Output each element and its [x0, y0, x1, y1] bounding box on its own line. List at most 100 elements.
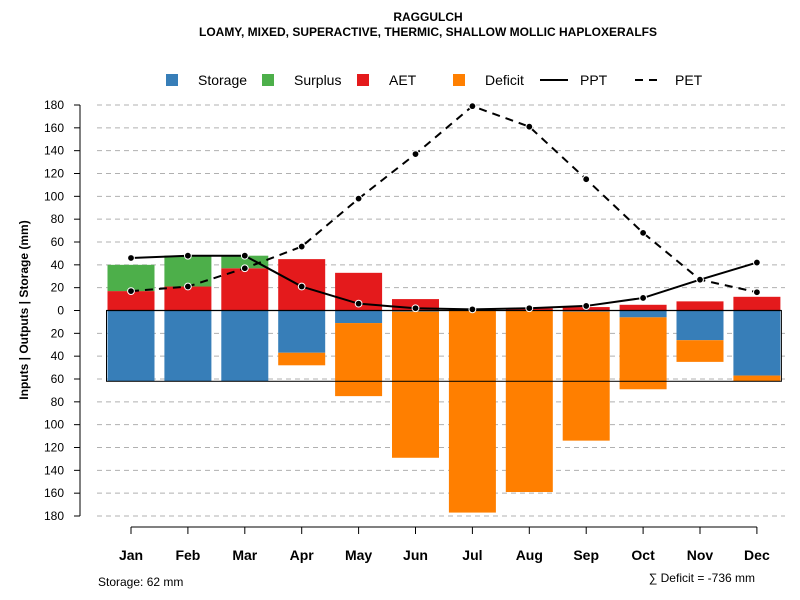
pet-point — [753, 288, 761, 297]
legend-label: Surplus — [294, 72, 341, 88]
ppt-point — [240, 251, 249, 260]
deficit-bar — [733, 375, 781, 382]
deficit-bar — [278, 352, 326, 366]
ppt-point — [696, 275, 704, 284]
legend-label: Storage — [198, 72, 247, 88]
legend-label: PET — [675, 72, 703, 88]
legend-label: PPT — [580, 72, 608, 88]
ppt-point — [184, 251, 192, 260]
aet-bar — [619, 304, 667, 311]
aet-bar — [107, 291, 155, 311]
pet-point — [582, 175, 591, 184]
ppt-point — [525, 304, 534, 313]
ppt-point — [753, 258, 761, 267]
aet-bar — [676, 301, 724, 311]
ppt-point — [354, 299, 363, 308]
x-tick-label: Oct — [631, 547, 655, 563]
x-tick-label: Jan — [119, 547, 143, 563]
pet-point — [411, 150, 420, 158]
y-tick-label: 100 — [44, 189, 64, 203]
storage-bar — [733, 310, 781, 376]
y-tick-label: 60 — [51, 372, 65, 386]
ppt-point — [639, 294, 647, 302]
x-tick-label: Dec — [744, 547, 770, 563]
pet-point — [184, 282, 192, 291]
deficit-bar — [619, 317, 667, 390]
pet-point — [468, 102, 477, 111]
x-axis: Jan Feb Mar Apr May Jun Jul Aug Sep Oct Nov Dec — [119, 526, 770, 563]
y-axis: 180 160 140 120 100 80 60 40 20 0 20 40 60 80 100 120 14… — [44, 98, 81, 523]
x-tick-label: Nov — [687, 547, 714, 563]
storage-bar — [335, 310, 383, 324]
aet-bar — [164, 286, 212, 311]
x-tick-label: Jul — [462, 547, 482, 563]
y-axis-label: Inputs | Outputs | Storage (mm) — [17, 220, 31, 399]
deficit-bar — [562, 311, 610, 441]
y-tick-label: 20 — [51, 326, 65, 340]
pet-point — [240, 264, 249, 273]
bars — [106, 255, 782, 513]
x-tick-label: Sep — [573, 547, 599, 563]
legend: Storage Surplus AET Deficit PPT PET — [166, 72, 703, 88]
y-tick-label: 100 — [44, 418, 64, 432]
pet-point — [127, 287, 135, 295]
ppt-point — [582, 302, 591, 310]
deficit-bar — [335, 323, 383, 397]
deficit-bar — [505, 310, 553, 493]
legend-swatch — [357, 74, 369, 86]
ppt-point — [468, 305, 477, 314]
y-tick-label: 20 — [51, 281, 65, 295]
storage-bar — [164, 310, 212, 382]
ppt-point — [411, 304, 420, 313]
storage-bar — [107, 310, 155, 382]
storage-bar — [676, 310, 724, 341]
pet-point — [525, 122, 534, 131]
ppt-point — [297, 282, 306, 291]
x-tick-label: Jun — [403, 547, 428, 563]
x-tick-label: Apr — [290, 547, 315, 563]
storage-bar — [221, 310, 269, 382]
y-tick-label: 0 — [57, 304, 64, 318]
lines — [127, 102, 761, 314]
storage-note: Storage: 62 mm — [98, 575, 183, 589]
pet-point — [354, 194, 363, 203]
legend-swatch — [453, 74, 465, 86]
y-tick-label: 180 — [44, 509, 64, 523]
legend-swatch — [262, 74, 274, 86]
y-tick-label: 120 — [44, 167, 64, 181]
y-tick-label: 140 — [44, 144, 64, 158]
chart-subtitle: LOAMY, MIXED, SUPERACTIVE, THERMIC, SHAL… — [199, 25, 657, 39]
storage-bar — [278, 310, 326, 353]
ppt-point — [127, 254, 135, 262]
x-tick-label: Mar — [232, 547, 257, 563]
y-tick-label: 40 — [51, 349, 65, 363]
x-tick-label: Feb — [175, 547, 200, 563]
surplus-bar — [221, 255, 269, 269]
y-tick-label: 140 — [44, 463, 64, 477]
aet-bar — [733, 296, 781, 311]
deficit-bar — [448, 310, 496, 513]
legend-label: Deficit — [485, 72, 524, 88]
ppt-line — [130, 254, 758, 311]
y-tick-label: 40 — [51, 258, 65, 272]
y-tick-label: 80 — [51, 395, 65, 409]
pet-point — [639, 228, 647, 237]
y-tick-label: 80 — [51, 212, 65, 226]
x-tick-label: Aug — [516, 547, 543, 563]
y-tick-label: 60 — [51, 235, 65, 249]
legend-swatch — [166, 74, 178, 86]
legend-label: AET — [389, 72, 417, 88]
aet-bar — [221, 268, 269, 311]
y-tick-label: 160 — [44, 486, 64, 500]
grid-lines — [97, 104, 785, 517]
deficit-bar — [392, 311, 439, 458]
x-tick-label: May — [345, 547, 372, 563]
deficit-bar — [676, 340, 724, 362]
storage-bar — [619, 310, 667, 318]
y-tick-label: 160 — [44, 121, 64, 135]
chart-title: RAGGULCH — [393, 10, 462, 24]
surplus-bar — [107, 264, 155, 292]
y-tick-label: 120 — [44, 441, 64, 455]
pet-point — [297, 242, 306, 251]
